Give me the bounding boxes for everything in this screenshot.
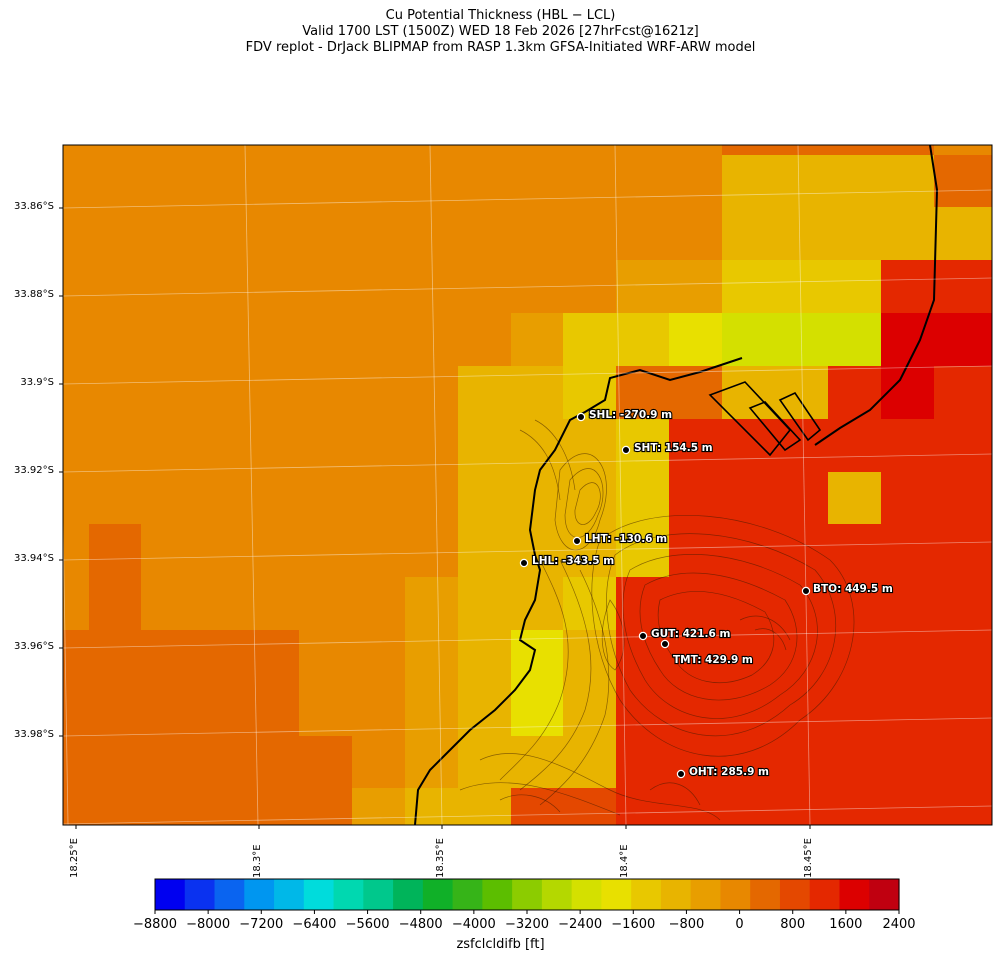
lat-label: 33.92°S (14, 465, 54, 476)
colorbar-tick-label: −2400 (558, 917, 603, 932)
colorbar-swatch (809, 879, 841, 910)
colorbar-swatch (720, 879, 751, 910)
lon-label: 18.35°E (435, 838, 446, 878)
colorbar-swatch (214, 879, 245, 910)
map-frame (62, 144, 993, 826)
colorbar-swatch (303, 879, 335, 910)
coastline (414, 145, 939, 825)
station-marker (572, 536, 582, 546)
colorbar-tick-label: −8800 (133, 917, 177, 932)
station-marker (576, 412, 586, 422)
station-1: SHT: 154.5 m (621, 441, 714, 455)
lon-label: 18.4°E (619, 844, 630, 878)
colorbar-tick-label: 0 (735, 917, 744, 932)
colorbar-swatch (571, 879, 602, 910)
colorbar-swatch (422, 879, 454, 910)
lat-label: 33.94°S (14, 553, 54, 564)
colorbar-swatch (452, 879, 483, 910)
colorbar-swatch (779, 879, 811, 910)
colorbar-swatch (363, 879, 394, 910)
colorbar-swatch (660, 879, 692, 910)
station-4: BTO: 449.5 m (801, 582, 894, 596)
colorbar-tick-label: 2400 (882, 917, 916, 932)
chart-subtitle-source: FDV replot - DrJack BLIPMAP from RASP 1.… (245, 40, 756, 55)
lat-ticks (59, 207, 63, 737)
station-marker (801, 586, 811, 596)
colorbar-tick-label: 1600 (829, 917, 863, 932)
chart-subtitle-valid: Valid 1700 LST (1500Z) WED 18 Feb 2026 [… (302, 24, 699, 39)
station-label: GUT: 421.6 m (651, 628, 730, 640)
colorbar-swatch (601, 879, 632, 910)
map-area: SHL: -270.9 m SHT: 154.5 m LHT: -130.6 m LH… (63, 145, 992, 825)
station-marker (660, 639, 670, 649)
station-label: OHT: 285.9 m (689, 766, 769, 778)
colorbar-tick-label: −1600 (611, 917, 656, 932)
lat-label: 33.9°S (20, 377, 54, 388)
colorbar-swatch (155, 879, 186, 910)
colorbar-swatch (393, 879, 424, 910)
lat-label: 33.88°S (14, 289, 54, 300)
lon-label: 18.3°E (252, 844, 263, 878)
colorbar-swatch (869, 879, 900, 910)
station-marker (638, 631, 648, 641)
colorbar-tick-label: −8000 (186, 917, 231, 932)
colorbar-swatch (482, 879, 513, 910)
station-label: SHT: 154.5 m (634, 442, 713, 454)
station-label: LHT: -130.6 m (585, 533, 667, 545)
terrain-contours (459, 419, 855, 821)
colorbar-swatch (184, 879, 216, 910)
station-marker (676, 769, 686, 779)
stations: SHL: -270.9 m SHT: 154.5 m LHT: -130.6 m LH… (519, 408, 894, 779)
colorbar-tick-label: −7200 (239, 917, 284, 932)
colorbar-swatch (541, 879, 573, 910)
colorbar-tick-label: −3200 (505, 917, 549, 932)
raster-cells (63, 145, 992, 825)
station-marker (519, 558, 529, 568)
colorbar-swatch (690, 879, 722, 910)
lon-label: 18.25°E (69, 838, 80, 878)
colorbar-tick-label: −5600 (345, 917, 390, 932)
lat-label: 33.96°S (14, 641, 54, 652)
lat-label: 33.98°S (14, 729, 54, 740)
station-label: LHL: -343.5 m (532, 555, 614, 567)
colorbar (154, 878, 900, 914)
station-7: OHT: 285.9 m (676, 765, 770, 779)
colorbar-tick-label: −6400 (292, 917, 337, 932)
station-6: TMT: 429.9 m (660, 639, 754, 667)
colorbar-swatch (839, 879, 870, 910)
station-5: GUT: 421.6 m (638, 627, 732, 641)
station-marker (621, 445, 631, 455)
station-label: TMT: 429.9 m (673, 654, 753, 666)
chart-title: Cu Potential Thickness (HBL − LCL) (385, 8, 616, 23)
station-2: LHT: -130.6 m (572, 532, 668, 546)
colorbar-tick-label: −800 (668, 917, 705, 932)
colorbar-swatch (512, 879, 543, 910)
colorbar-tick-label: −4000 (451, 917, 496, 932)
colorbar-swatch (244, 879, 275, 910)
colorbar-tick-label: 800 (780, 917, 806, 932)
lon-ticks (75, 825, 811, 829)
lon-label: 18.45°E (803, 838, 814, 878)
colorbar-label: zsfclcldifb [ft] (456, 937, 545, 952)
station-label: BTO: 449.5 m (813, 583, 893, 595)
station-0: SHL: -270.9 m (576, 408, 673, 422)
colorbar-swatch (274, 879, 305, 910)
station-label: SHL: -270.9 m (589, 409, 672, 421)
lat-label: 33.86°S (14, 201, 54, 212)
colorbar-swatch (333, 879, 364, 910)
colorbar-swatch (631, 879, 662, 910)
colorbar-swatch (750, 879, 781, 910)
gridlines (63, 145, 992, 825)
colorbar-tick-label: −4800 (398, 917, 443, 932)
station-3: LHL: -343.5 m (519, 554, 615, 568)
